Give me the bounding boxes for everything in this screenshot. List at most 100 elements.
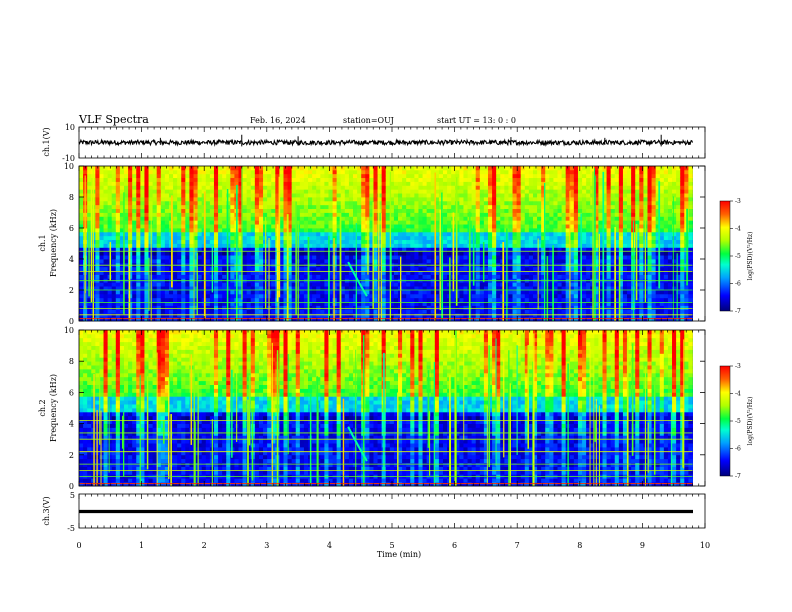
spectrogram-cell — [99, 173, 104, 179]
spectrogram-cell — [422, 301, 428, 306]
spectrogram-cell — [410, 239, 415, 244]
spectrogram-cell — [496, 301, 501, 306]
spectrogram-cell — [520, 282, 526, 287]
spectrogram-cell — [422, 189, 428, 194]
spectrogram-cell — [189, 197, 194, 202]
spectrogram-cell — [152, 193, 158, 198]
spectrogram-cell — [406, 243, 411, 248]
spectrogram-cell — [324, 204, 329, 210]
spectrogram-cell — [569, 301, 575, 306]
spectrogram-cell — [160, 317, 166, 322]
spectrogram-cell — [181, 282, 186, 287]
spectrogram-cell — [230, 243, 235, 248]
spectrogram-cell — [557, 282, 562, 287]
spectrogram-cell — [128, 224, 133, 229]
spectrogram-cell — [250, 286, 256, 291]
spectrogram-cell — [156, 181, 162, 186]
spectrogram-cell — [258, 290, 264, 295]
spectrogram-cell — [353, 270, 358, 275]
spectrogram-cell — [475, 301, 481, 306]
spectrogram-cell — [573, 293, 579, 299]
spectrogram-cell — [173, 216, 178, 221]
spectrogram-cell — [79, 235, 84, 241]
spectrogram-cell — [87, 197, 92, 202]
spectrogram-cell — [283, 243, 288, 248]
spectrogram-cell — [447, 224, 452, 229]
spectrogram-cell — [561, 313, 567, 318]
spectrogram-cell — [132, 290, 137, 295]
spectrogram-cell — [340, 169, 346, 175]
spectrogram-cell — [185, 216, 190, 221]
spectrogram-cell — [189, 228, 194, 233]
spectrogram-cell — [324, 309, 329, 314]
spectrogram-cell — [561, 208, 567, 213]
spectrogram-cell — [226, 212, 231, 217]
spectrogram-cell — [283, 251, 288, 256]
spectrogram-cell — [573, 173, 579, 179]
spectrogram-cell — [443, 247, 448, 252]
spectrogram-cell — [541, 216, 546, 221]
spectrogram-cell — [459, 259, 464, 264]
spectrogram-cell — [369, 243, 374, 248]
spectrogram-cell — [528, 216, 534, 221]
spectrogram-cell — [99, 309, 104, 314]
spectrogram-cell — [414, 282, 419, 287]
spectrogram-cell — [205, 243, 211, 248]
spectrogram-cell — [336, 208, 342, 213]
spectrogram-cell — [406, 212, 411, 217]
spectrogram-cell — [209, 208, 215, 213]
spectrogram-cell — [361, 297, 366, 303]
spectrogram-cell — [402, 224, 407, 229]
spectrogram-cell — [164, 309, 170, 314]
spectrogram-cell — [320, 193, 325, 198]
spectrogram-cell — [222, 231, 227, 237]
spectrogram-cell — [553, 166, 558, 171]
spectrogram-cell — [398, 208, 403, 213]
spectrogram-cell — [316, 290, 321, 295]
spectrogram-cell — [99, 208, 104, 213]
spectrogram-cell — [373, 231, 378, 237]
spectrogram-cell — [291, 259, 297, 264]
spectrogram-cell — [332, 224, 338, 229]
spectrogram-cell — [512, 239, 518, 244]
spectrogram-cell — [549, 216, 554, 221]
spectrogram-cell — [246, 317, 252, 322]
spectrogram-cell — [152, 259, 158, 264]
spectrogram-cell — [582, 166, 587, 171]
spectrogram-cell — [365, 181, 370, 186]
spectrogram-cell — [463, 166, 468, 171]
spectrogram-cell — [422, 177, 428, 182]
spectrogram-cell — [136, 290, 141, 295]
spectrogram-cell — [173, 200, 178, 206]
spectrogram-cell — [95, 255, 100, 260]
spectrogram-cell — [336, 270, 342, 275]
spectrogram-cell — [410, 228, 415, 233]
spectrogram-cell — [181, 173, 186, 179]
spectrogram-cell — [508, 181, 513, 186]
spectrogram-cell — [279, 181, 284, 186]
spectrogram-cell — [393, 313, 399, 318]
spectrogram-cell — [508, 293, 513, 299]
spectrogram-cell — [136, 185, 141, 190]
spectrogram-cell — [173, 243, 178, 248]
spectrogram-cell — [528, 224, 534, 229]
spectrogram-cell — [173, 189, 178, 194]
spectrogram-cell — [487, 200, 493, 206]
spectrogram-cell — [189, 305, 194, 310]
spectrogram-cell — [238, 235, 243, 241]
spectrogram-cell — [132, 193, 137, 198]
spectrogram-cell — [197, 169, 203, 175]
spectrogram-cell — [528, 266, 534, 272]
spectrogram-cell — [193, 181, 199, 186]
spectrogram-cell — [512, 185, 518, 190]
spectrogram-cell — [361, 251, 366, 256]
spectrogram-cell — [438, 239, 444, 244]
spectrogram-cell — [434, 220, 440, 225]
spectrogram-cell — [197, 286, 203, 291]
spectrogram-cell — [389, 181, 395, 186]
spectrogram-cell — [524, 243, 530, 248]
spectrogram-cell — [111, 197, 117, 202]
spectrogram-cell — [177, 173, 182, 179]
spectrogram-cell — [115, 301, 121, 306]
spectrogram-cell — [459, 228, 464, 233]
